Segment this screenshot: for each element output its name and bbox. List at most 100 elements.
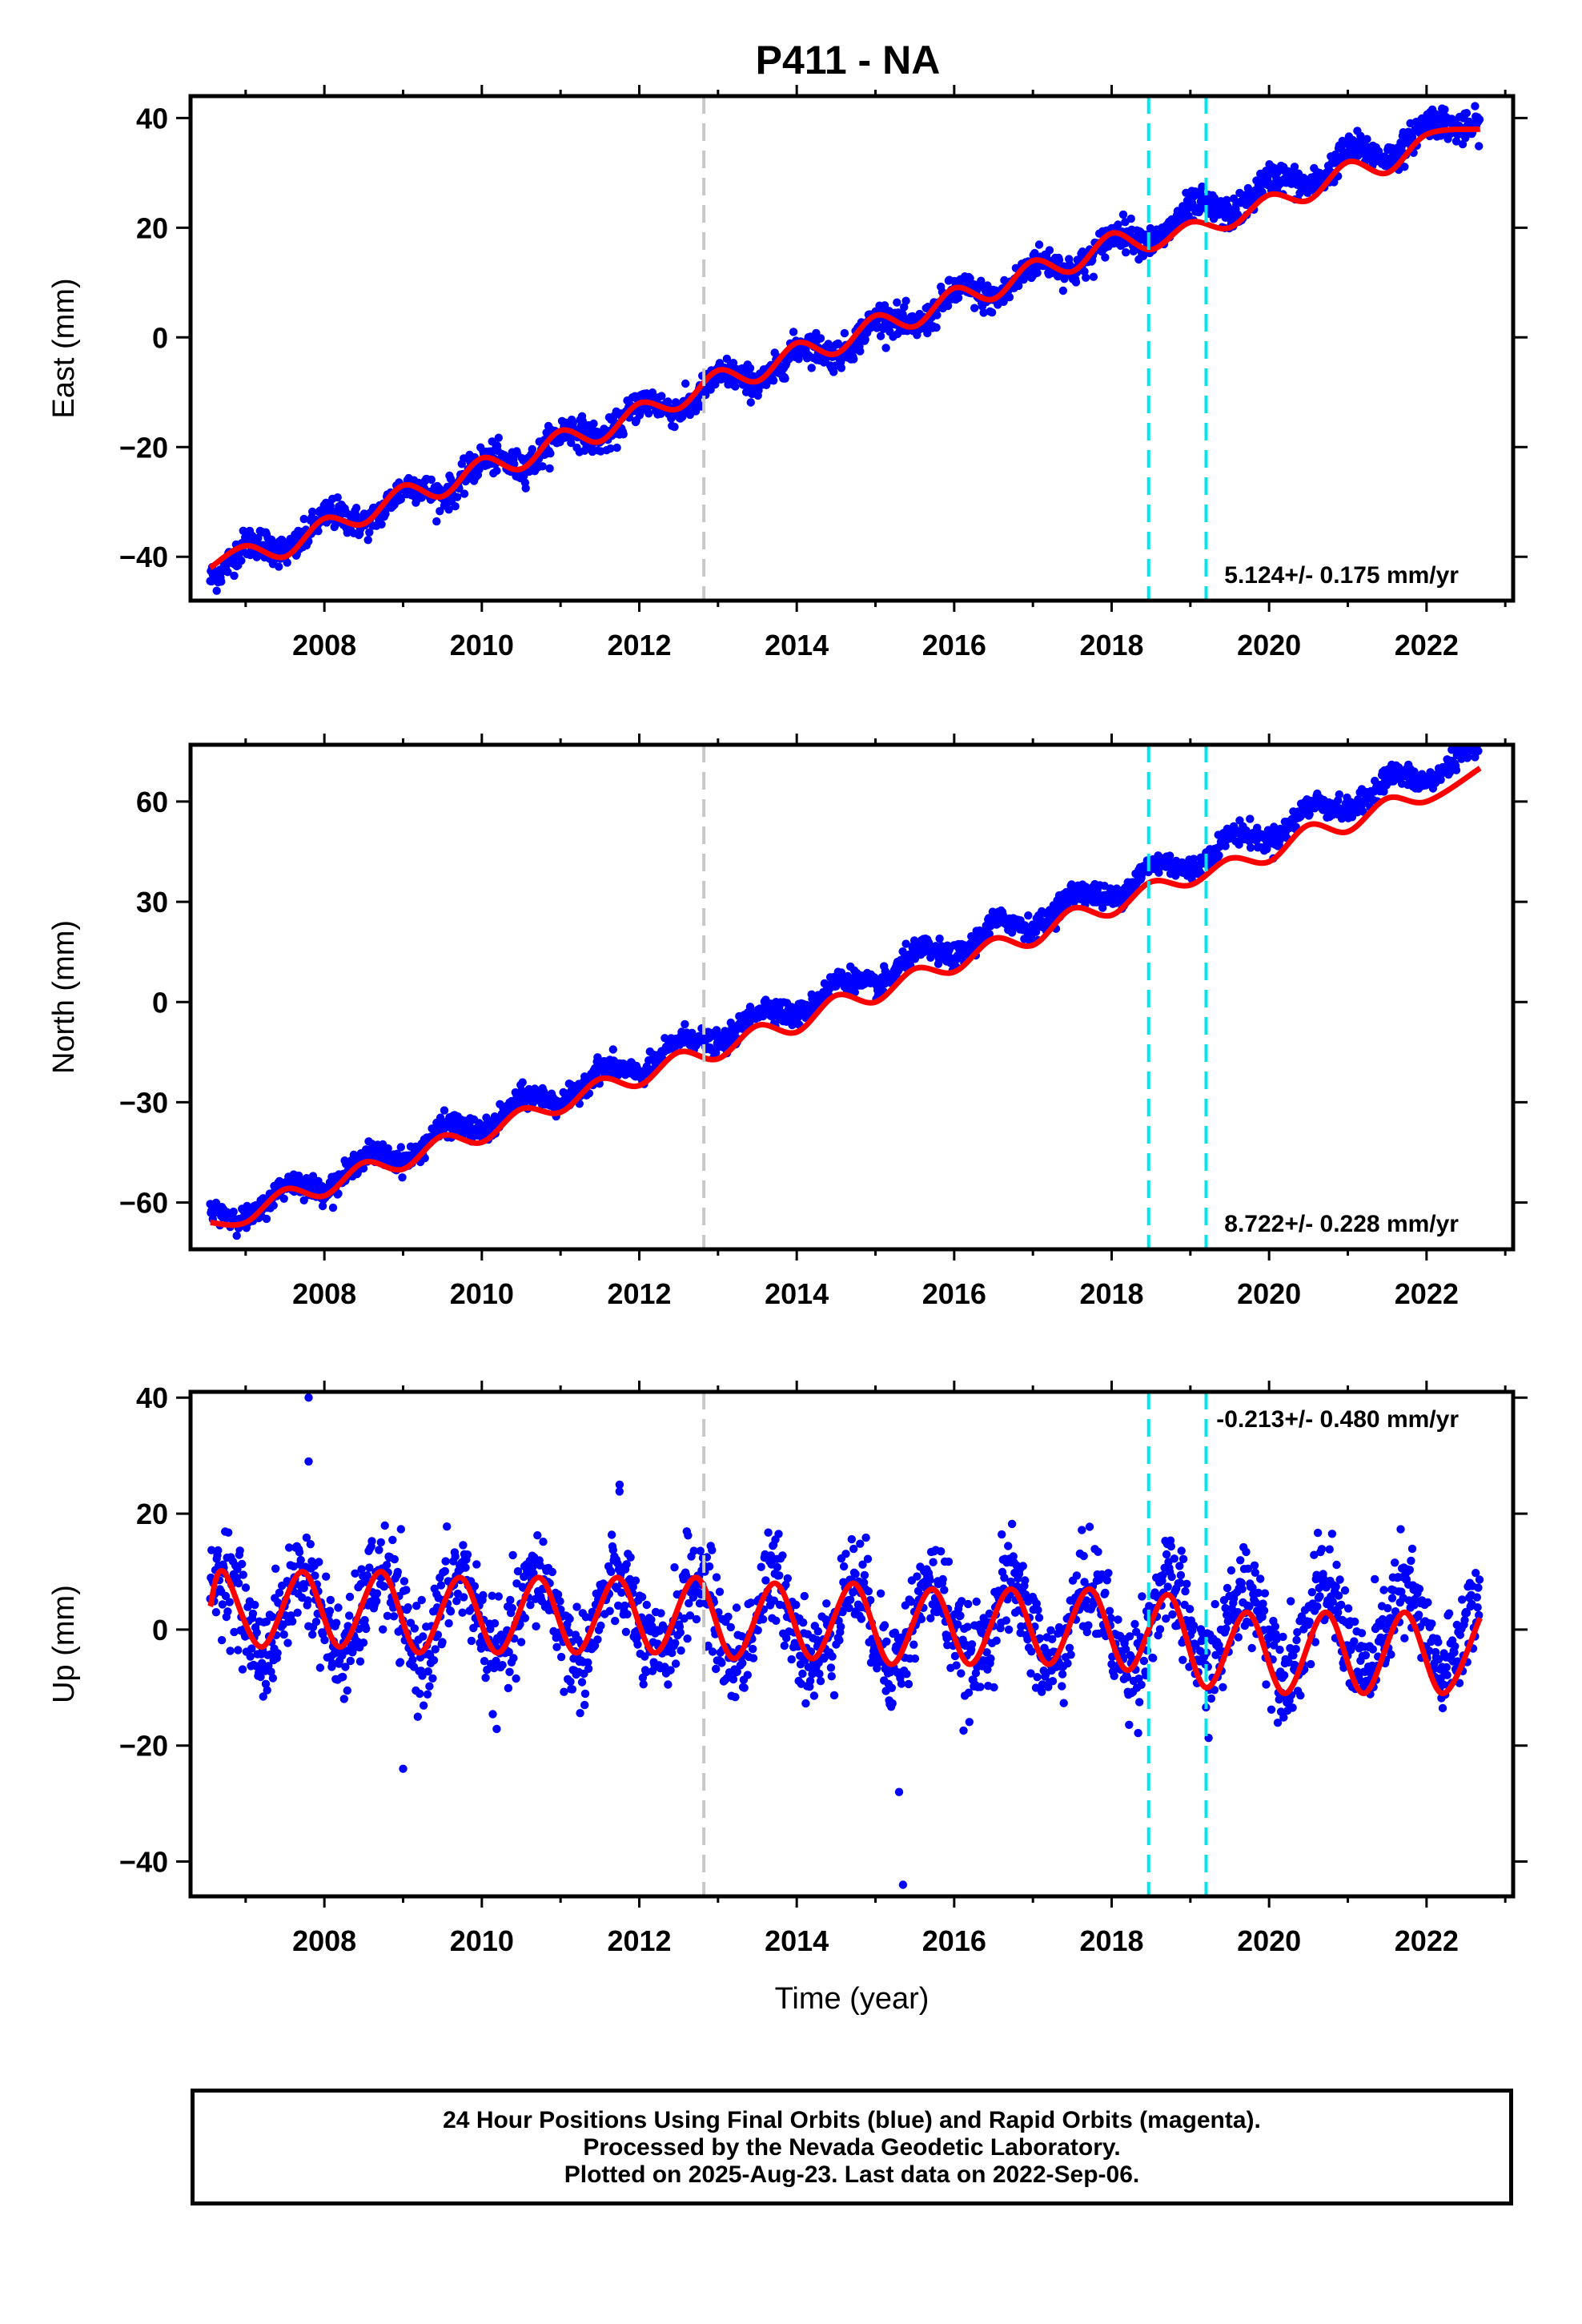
- east-observation-point: [1475, 142, 1484, 151]
- east-observation-point: [308, 507, 317, 517]
- up-observation-point: [724, 1612, 733, 1622]
- east-observation-point: [833, 339, 843, 348]
- up-observation-point: [273, 1649, 282, 1658]
- up-observation-point: [441, 1557, 450, 1566]
- up-observation-point: [400, 1577, 409, 1586]
- up-observation-point: [328, 1659, 337, 1668]
- up-observation-point: [692, 1614, 701, 1624]
- up-observation-point: [769, 1596, 779, 1605]
- east-observation-point: [377, 520, 386, 529]
- up-observation-point: [481, 1673, 490, 1683]
- up-observation-point: [263, 1686, 271, 1695]
- up-observation-point: [372, 1589, 382, 1598]
- up-observation-point: [238, 1665, 247, 1674]
- up-observation-point: [620, 1601, 629, 1610]
- east-model-curve: [208, 126, 1481, 570]
- up-observation-point: [248, 1609, 258, 1618]
- east-observation-point: [816, 334, 825, 343]
- east-rate-label: 5.124+/- 0.175 mm/yr: [1224, 562, 1459, 589]
- up-observation-point: [252, 1628, 261, 1637]
- east-observation-point: [664, 397, 673, 406]
- up-observation-point: [642, 1600, 651, 1610]
- east-observation-point: [326, 501, 335, 510]
- up-observation-point: [306, 1540, 315, 1549]
- up-observation-point: [472, 1560, 481, 1569]
- up-observation-point: [743, 1671, 752, 1679]
- up-observation-point: [365, 1563, 374, 1572]
- up-observation-point: [367, 1537, 376, 1546]
- up-observation-point: [580, 1689, 590, 1699]
- up-observation-point: [712, 1664, 721, 1674]
- east-observation-point: [460, 489, 469, 498]
- east-observation-point: [212, 586, 221, 595]
- up-observation-point: [782, 1634, 791, 1642]
- up-observation-point: [565, 1614, 574, 1623]
- up-observation-point: [608, 1546, 617, 1554]
- east-observation-point: [1045, 246, 1054, 255]
- up-observation-point: [241, 1583, 251, 1592]
- up-observation-point: [360, 1615, 369, 1625]
- up-observation-point: [685, 1611, 695, 1620]
- east-observation-point: [681, 379, 690, 388]
- east-observation-point: [363, 536, 372, 545]
- north-observation-point: [1189, 854, 1199, 863]
- up-observation-point: [792, 1600, 801, 1610]
- east-y-tick-label: 40: [136, 102, 168, 135]
- east-observation-point: [1005, 292, 1014, 302]
- up-observation-point: [798, 1669, 807, 1679]
- north-y-tick-label: −60: [119, 1187, 168, 1220]
- north-observation-point: [935, 934, 944, 943]
- up-observation-point: [452, 1597, 461, 1606]
- up-observation-point: [492, 1656, 500, 1666]
- east-observation-point: [217, 577, 226, 586]
- north-observation-point: [318, 1201, 327, 1211]
- up-observation-point: [380, 1521, 389, 1530]
- up-observation-point: [345, 1611, 354, 1620]
- east-observation-point: [987, 308, 997, 317]
- east-frame: [188, 94, 1516, 603]
- east-observation-point: [612, 443, 621, 452]
- up-observation-point: [446, 1607, 456, 1616]
- north-observation-point: [1475, 730, 1483, 738]
- up-observation-point: [712, 1573, 721, 1582]
- up-observation-point: [256, 1672, 265, 1682]
- up-observation-point: [451, 1552, 460, 1561]
- east-observation-point: [275, 562, 283, 571]
- up-observation-point: [388, 1535, 397, 1545]
- up-observation-point: [404, 1603, 412, 1612]
- east-observation-point: [1462, 109, 1472, 118]
- north-x-tick-label: 2020: [1237, 1277, 1301, 1310]
- east-observation-point: [979, 308, 988, 317]
- east-observation-point: [1440, 105, 1449, 114]
- up-observation-point: [325, 1606, 335, 1615]
- north-y-tick-label: −30: [119, 1086, 168, 1119]
- up-observation-point: [311, 1617, 321, 1626]
- up-observation-point: [343, 1686, 351, 1695]
- up-observation-point: [526, 1601, 535, 1610]
- up-observation-point: [683, 1634, 692, 1643]
- up-observation-point: [556, 1597, 564, 1606]
- up-observation-point: [505, 1667, 514, 1676]
- up-plot-area: [206, 1393, 1484, 1889]
- north-model-curve: [210, 766, 1482, 1228]
- east-x-tick-label: 2020: [1237, 629, 1301, 661]
- up-observation-point: [746, 1598, 755, 1607]
- up-observation-point: [461, 1563, 470, 1572]
- up-observation-point: [633, 1640, 642, 1649]
- up-observation-point: [326, 1595, 335, 1605]
- up-observation-point: [251, 1600, 259, 1610]
- north-observation-point: [593, 1053, 602, 1062]
- north-observation-point: [1452, 766, 1461, 774]
- up-observation-point: [689, 1593, 698, 1602]
- east-observation-point: [781, 374, 789, 383]
- up-observation-point: [671, 1638, 680, 1647]
- up-observation-point: [757, 1562, 765, 1571]
- up-observation-point: [717, 1659, 726, 1667]
- up-observation-point: [489, 1663, 499, 1673]
- north-observation-point: [608, 1045, 617, 1054]
- up-observation-point: [289, 1562, 298, 1571]
- up-observation-point: [296, 1555, 305, 1565]
- up-observation-point: [670, 1563, 679, 1572]
- east-observation-point: [546, 449, 555, 458]
- east-observation-point: [589, 419, 598, 428]
